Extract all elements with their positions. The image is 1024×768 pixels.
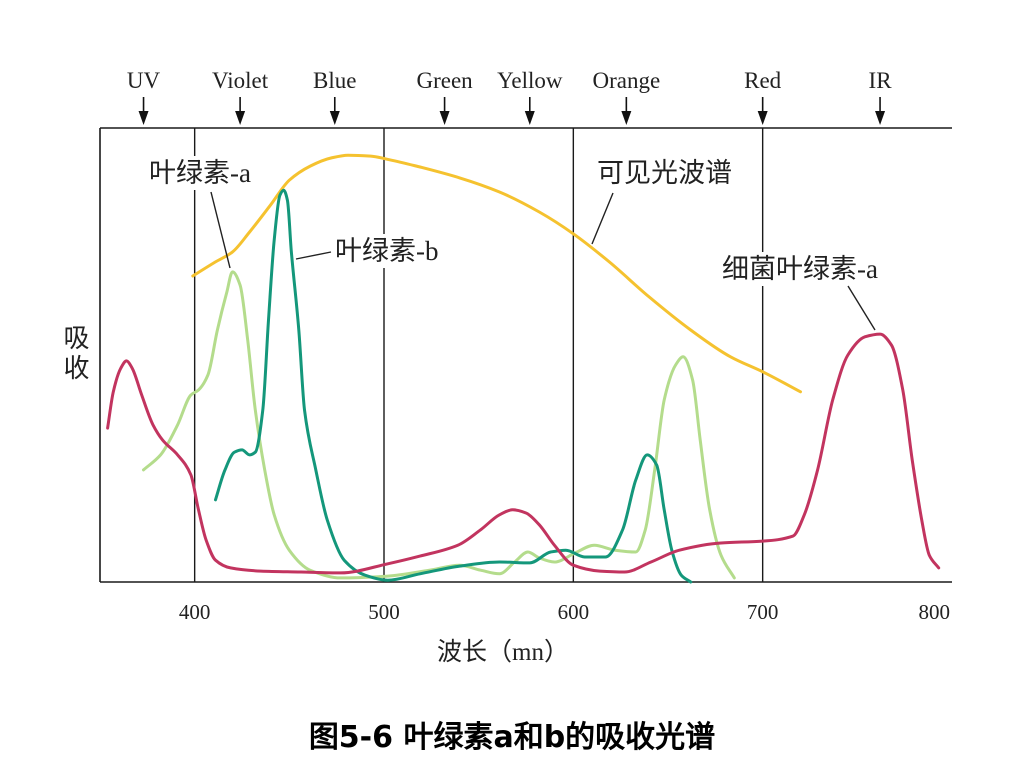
band-marker: IR [869,68,893,125]
down-arrow-icon [757,111,768,125]
callout-background [145,156,255,190]
series-lines [106,153,941,584]
down-arrow-icon [138,111,149,125]
down-arrow-icon [235,111,246,125]
band-label: Orange [593,68,661,93]
chlorophyll-a-leader [210,191,231,269]
callout-background [331,234,443,268]
series-callouts: 可见光波谱 叶绿素-a 叶绿素-b 细菌叶绿素-a [149,158,878,331]
band-marker: Yellow [497,68,563,125]
down-arrow-icon [329,111,340,125]
chlorophyll-a-label: 叶绿素-a [149,158,251,188]
callout-backgrounds [145,156,882,286]
band-marker: Blue [313,68,356,125]
band-label: Blue [313,68,356,93]
x-tick-label: 800 [919,600,951,624]
down-arrow-icon [875,111,886,125]
x-tick-label: 400 [179,600,211,624]
x-tick-label: 600 [558,600,590,624]
band-label: IR [869,68,893,93]
x-gridlines [193,128,764,582]
band-label: Yellow [497,68,563,93]
plot-frame [99,127,952,583]
bacteriochlorophyll-a-line [106,332,941,575]
bacteriochlorophyll-a-leader [847,285,876,331]
chlorophyll-a-line [142,270,736,580]
bacteriochlorophyll-a-label: 细菌叶绿素-a [722,254,878,284]
x-tick-label: 700 [747,600,779,624]
chlorophyll-b-leader [295,251,332,260]
chlorophyll-b-label: 叶绿素-b [335,236,439,266]
callout-background [593,156,736,190]
y-axis-label: 吸收 [60,324,89,384]
x-tick-labels: 400 500 600 700 800 [179,600,950,624]
chlorophyll-b-line [214,188,693,584]
visible-spectrum-leader [591,192,614,245]
band-label: Green [416,68,473,93]
down-arrow-icon [621,111,632,125]
visible-spectrum-label: 可见光波谱 [597,158,732,188]
band-label: Red [744,68,782,93]
band-marker: Green [416,68,473,125]
down-arrow-icon [439,111,450,125]
band-marker: Orange [593,68,661,125]
x-tick-label: 500 [368,600,400,624]
band-label: UV [127,68,161,93]
band-marker: Violet [212,68,269,125]
figure-caption: 图5-6 叶绿素a和b的吸收光谱 [308,720,716,755]
x-axis-label: 波长（mn） [437,638,569,666]
band-marker: Red [744,68,782,125]
band-label: Violet [212,68,269,93]
visible-spectrum-line [191,153,802,394]
band-marker: UV [127,68,161,125]
color-band-markers: UV Violet Blue Green Yellow Orange Red IR [127,68,892,125]
callout-background [718,252,882,286]
down-arrow-icon [524,111,535,125]
